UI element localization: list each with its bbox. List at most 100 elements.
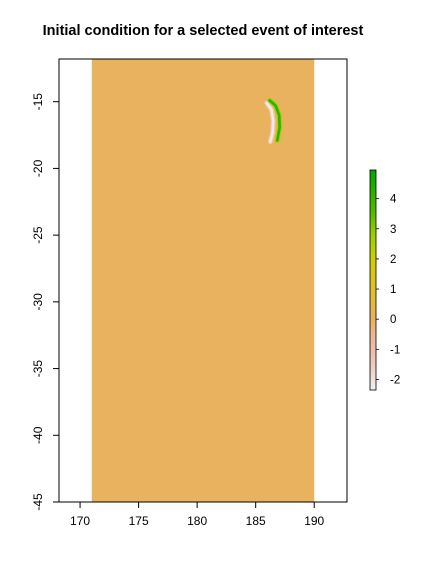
colorbar-segment — [370, 344, 376, 347]
y-tick-label: -20 — [31, 159, 45, 177]
colorbar-segment — [370, 217, 376, 221]
colorbar-segment — [370, 248, 376, 252]
colorbar-segment — [370, 342, 376, 345]
colorbar-segment — [370, 250, 376, 254]
colorbar-segment — [370, 369, 376, 373]
colorbar-segment — [370, 303, 376, 307]
colorbar-tick-label: 4 — [390, 194, 397, 206]
colorbar-tick-label: -2 — [390, 374, 400, 386]
colorbar-segment — [370, 175, 376, 178]
colorbar-segment — [370, 193, 376, 197]
colorbar-segment — [370, 388, 376, 391]
colorbar-segment — [370, 265, 376, 268]
colorbar-segment — [370, 358, 376, 362]
colorbar-segment — [370, 309, 376, 312]
colorbar-segment — [370, 254, 376, 257]
colorbar-segment — [370, 347, 376, 351]
colorbar-segment — [370, 338, 376, 342]
colorbar-segment — [370, 171, 376, 175]
colorbar-segment — [370, 241, 376, 244]
colorbar-segment — [370, 346, 376, 349]
colorbar-segment — [370, 353, 376, 356]
colorbar-segment — [370, 236, 376, 239]
x-tick-label: 185 — [246, 514, 266, 528]
colorbar-segment — [370, 230, 376, 233]
colorbar-segment — [370, 226, 376, 230]
colorbar-tick-label: 2 — [390, 254, 396, 266]
colorbar-segment — [370, 324, 376, 327]
colorbar-segment — [370, 298, 376, 301]
colorbar-segment — [370, 219, 376, 222]
colorbar-segment — [370, 258, 376, 261]
colorbar-segment — [370, 232, 376, 235]
colorbar-segment — [370, 373, 376, 376]
colorbar-segment — [370, 243, 376, 246]
colorbar-segment — [370, 294, 376, 298]
y-tick-label: -45 — [31, 493, 45, 511]
colorbar-segment — [370, 366, 376, 369]
colorbar-segment — [370, 177, 376, 180]
colorbar-segment — [370, 195, 376, 199]
colorbar-segment — [370, 320, 376, 323]
colorbar: 4 3 2 1 0 -1 -2 — [369, 169, 400, 391]
colorbar-tick-label: -1 — [390, 344, 400, 356]
colorbar-segment — [370, 190, 376, 193]
y-tick-label: -25 — [31, 226, 45, 244]
colorbar-segment — [370, 203, 376, 206]
colorbar-segment — [370, 355, 376, 358]
positive-anomaly-curve — [268, 99, 281, 142]
colorbar-segment — [370, 316, 376, 320]
colorbar-tick-label: 3 — [390, 224, 396, 236]
colorbar-segment — [370, 247, 376, 250]
colorbar-segment — [370, 357, 376, 360]
colorbar-segment — [370, 170, 376, 173]
colorbar-segment — [370, 283, 376, 287]
colorbar-segment — [370, 325, 376, 329]
colorbar-segment — [370, 225, 376, 228]
colorbar-segment — [370, 221, 376, 224]
chart-title: Initial condition for a selected event o… — [43, 23, 364, 39]
colorbar-segment — [370, 340, 376, 343]
colorbar-segment — [370, 386, 376, 389]
colorbar-segment — [370, 274, 376, 277]
colorbar-segment — [370, 375, 376, 378]
colorbar-segment — [370, 214, 376, 217]
colorbar-segment — [370, 281, 376, 285]
colorbar-segment — [370, 362, 376, 365]
colorbar-segment — [370, 276, 376, 279]
colorbar-segment — [370, 173, 376, 177]
colorbar-segment — [370, 212, 376, 215]
colorbar-segment — [370, 237, 376, 241]
y-tick-label: -35 — [31, 360, 45, 378]
colorbar-segment — [370, 261, 376, 265]
colorbar-segment — [370, 291, 376, 294]
x-tick-label: 175 — [129, 514, 149, 528]
colorbar-segment — [370, 382, 376, 386]
colorbar-segment — [370, 223, 376, 226]
colorbar-segment — [370, 307, 376, 310]
plot-frame — [58, 58, 348, 503]
y-tick-label: -30 — [31, 293, 45, 311]
x-tick-label: 170 — [70, 514, 90, 528]
colorbar-segment — [370, 331, 376, 334]
colorbar-segment — [370, 272, 376, 276]
colorbar-segment — [370, 287, 376, 290]
colorbar-segment — [370, 228, 376, 232]
colorbar-tick-label: 1 — [390, 284, 396, 296]
colorbar-segment — [370, 215, 376, 219]
x-tick-label: 190 — [304, 514, 324, 528]
colorbar-segment — [370, 181, 376, 184]
colorbar-segment — [370, 371, 376, 375]
x-axis: 170 175 180 185 190 — [70, 502, 325, 528]
colorbar-segment — [370, 179, 376, 182]
colorbar-segment — [370, 184, 376, 188]
colorbar-segment — [370, 186, 376, 189]
colorbar-segment — [370, 384, 376, 387]
colorbar-segment — [370, 327, 376, 331]
colorbar-segment — [370, 263, 376, 266]
colorbar-segment — [370, 364, 376, 367]
colorbar-segment — [370, 333, 376, 336]
colorbar-segment — [370, 329, 376, 332]
colorbar-segment — [370, 208, 376, 211]
